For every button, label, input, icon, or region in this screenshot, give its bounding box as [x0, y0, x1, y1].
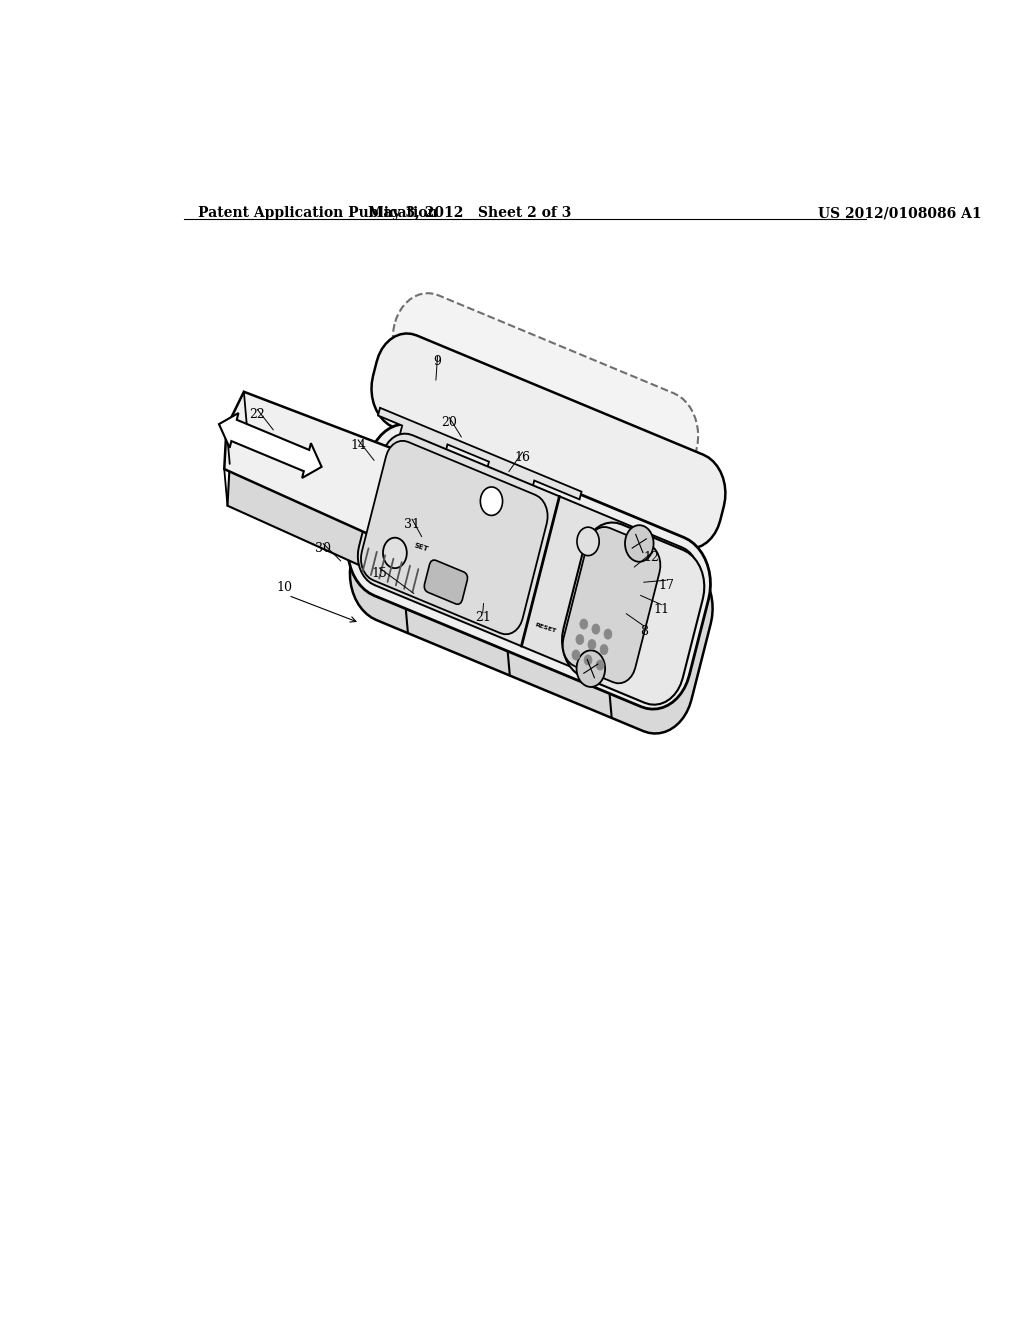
- Circle shape: [580, 619, 588, 630]
- Circle shape: [588, 639, 596, 649]
- Polygon shape: [348, 424, 711, 709]
- Polygon shape: [350, 449, 713, 734]
- Polygon shape: [393, 293, 698, 480]
- Polygon shape: [562, 523, 705, 705]
- Polygon shape: [378, 408, 582, 499]
- Text: 16: 16: [514, 450, 530, 463]
- Circle shape: [577, 527, 599, 556]
- Circle shape: [625, 525, 653, 562]
- Circle shape: [604, 630, 612, 639]
- Text: 8: 8: [640, 624, 648, 638]
- Text: 10: 10: [276, 581, 292, 594]
- Circle shape: [383, 537, 407, 568]
- Text: 22: 22: [250, 408, 265, 421]
- Polygon shape: [361, 441, 548, 634]
- Polygon shape: [224, 392, 399, 539]
- Circle shape: [480, 487, 503, 515]
- Text: 31: 31: [404, 517, 420, 531]
- Polygon shape: [563, 527, 660, 684]
- Text: 14: 14: [350, 438, 367, 451]
- Text: 9: 9: [433, 355, 441, 368]
- Text: 21: 21: [475, 611, 490, 624]
- Circle shape: [572, 649, 580, 660]
- Text: 12: 12: [644, 552, 659, 565]
- Text: Figure 2: Figure 2: [440, 483, 506, 498]
- Polygon shape: [357, 434, 699, 698]
- Polygon shape: [372, 334, 725, 549]
- Text: RESET: RESET: [535, 622, 557, 634]
- Circle shape: [577, 651, 605, 686]
- Text: 11: 11: [653, 603, 670, 616]
- Circle shape: [592, 624, 600, 634]
- Text: SET: SET: [413, 543, 429, 553]
- Polygon shape: [424, 560, 468, 605]
- Text: Patent Application Publication: Patent Application Publication: [198, 206, 437, 220]
- Text: 15: 15: [372, 566, 387, 579]
- Text: 17: 17: [658, 578, 674, 591]
- Polygon shape: [227, 429, 403, 576]
- Circle shape: [600, 644, 608, 655]
- Text: May 3, 2012   Sheet 2 of 3: May 3, 2012 Sheet 2 of 3: [368, 206, 571, 220]
- Polygon shape: [219, 413, 322, 478]
- Text: US 2012/0108086 A1: US 2012/0108086 A1: [818, 206, 982, 220]
- Circle shape: [575, 635, 584, 644]
- Circle shape: [584, 655, 592, 665]
- Circle shape: [596, 660, 604, 671]
- Text: 30: 30: [315, 543, 331, 556]
- Text: 20: 20: [441, 416, 458, 429]
